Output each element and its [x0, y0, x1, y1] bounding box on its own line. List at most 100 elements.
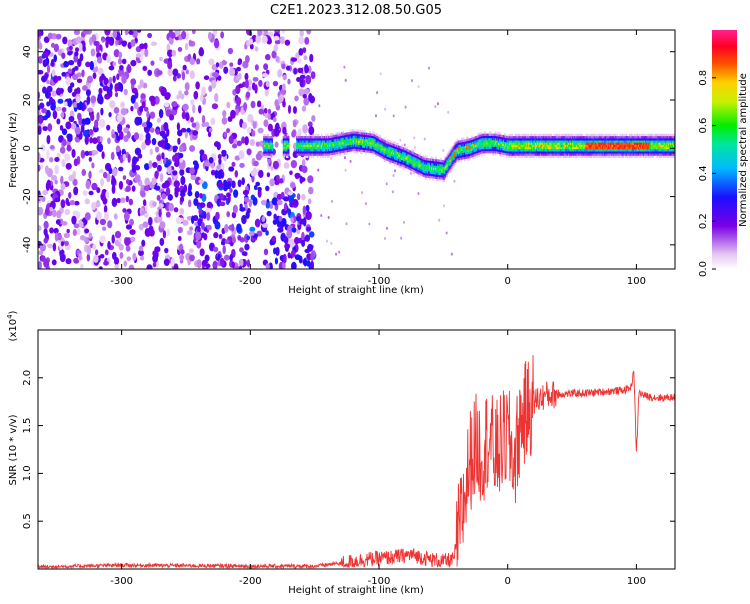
spectrogram-cell: [444, 167, 446, 170]
spectrogram-cell: [352, 148, 355, 152]
spectrogram-cell: [554, 140, 557, 143]
spectrogram-cell: [108, 88, 113, 98]
spectrogram-cell: [296, 153, 298, 156]
spectrogram-cell: [441, 170, 443, 174]
spectrogram-cell: [385, 158, 388, 161]
spectrogram-cell: [435, 172, 437, 175]
spectrogram-cell: [72, 101, 79, 108]
spectrogram-cell: [561, 153, 564, 156]
spectrogram-cell: [417, 158, 420, 162]
spectrogram-cell: [434, 169, 436, 173]
spectrogram-cell: [425, 166, 428, 170]
spectrogram-cell: [364, 141, 366, 144]
spectrogram-cell: [409, 165, 411, 168]
spectrogram-cell: [410, 168, 413, 171]
spectrogram-cell: [378, 147, 381, 151]
spectrogram-cell: [389, 151, 392, 154]
spectrogram-cell: [593, 146, 596, 150]
spectrogram-cell: [386, 143, 389, 146]
spectrogram-cell: [322, 149, 325, 152]
spectrogram-cell: [182, 64, 187, 71]
spectrogram-cell: [493, 137, 496, 141]
spectrogram-cell: [579, 146, 581, 150]
spectrogram-cell: [515, 149, 518, 152]
spectrogram-cell: [44, 207, 50, 216]
spectrogram-cell: [130, 105, 134, 112]
spectrogram-cell: [338, 136, 340, 139]
spectrogram-cell: [521, 144, 524, 148]
spectrogram-cell: [346, 132, 349, 135]
spectrogram-cell: [154, 185, 161, 191]
spectrogram-cell: [321, 144, 324, 148]
spectrogram-cell: [366, 145, 368, 149]
spectrogram-cell: [346, 147, 349, 151]
spectrogram-cell: [84, 212, 91, 221]
spectrogram-cell: [299, 138, 301, 141]
spectrogram-cell: [361, 138, 363, 142]
spectrogram-cell: [476, 150, 478, 154]
spectrogram-cell: [329, 146, 331, 149]
spectrogram-cell: [489, 148, 492, 152]
spectrogram-cell: [159, 130, 166, 137]
spectrogram-cell: [498, 149, 501, 152]
spectrogram-cell: [265, 202, 271, 209]
spectrogram-cell: [96, 56, 103, 64]
spectrogram-cell: [608, 133, 610, 137]
spectrogram-cell: [435, 165, 437, 169]
spectrogram-cell: [312, 133, 315, 137]
spectrogram-cell: [490, 137, 493, 141]
spectrogram-cell: [426, 173, 429, 176]
spectrogram-cell: [267, 140, 269, 143]
spectrogram-cell: [54, 179, 58, 185]
spectrogram-cell: [330, 135, 332, 138]
spectrogram-cell: [366, 143, 368, 147]
spectrogram-cell: [342, 148, 345, 151]
spectrogram-cell: [554, 153, 557, 156]
spectrogram-cell: [387, 141, 390, 145]
spectrogram-cell: [533, 149, 536, 152]
spectrogram-cell: [340, 140, 343, 143]
spectrogram-cell: [269, 142, 271, 145]
spectrogram-cell: [393, 146, 396, 149]
spectrogram-cell: [615, 144, 617, 148]
spectrogram-cell: [318, 151, 321, 154]
spectrogram-cell: [220, 240, 226, 246]
spectrogram-cell: [99, 218, 106, 226]
spectrogram-cell: [469, 149, 471, 152]
spectrogram-cell: [551, 135, 554, 139]
spectrogram-cell: [349, 131, 352, 135]
spectrogram-cell: [263, 133, 265, 137]
spectrogram-cell: [141, 101, 146, 109]
spectrogram-cell: [101, 195, 106, 202]
spectrogram-cell: [244, 72, 249, 81]
spectrogram-cell: [414, 165, 417, 169]
spectrogram-cell: [380, 148, 383, 152]
spectrogram-cell: [621, 155, 624, 158]
spectrogram-cell: [521, 146, 524, 150]
spectrogram-cell: [341, 150, 344, 154]
spectrogram-cell: [330, 144, 332, 147]
spectrogram-cell: [576, 149, 578, 152]
spectrogram-cell: [527, 133, 530, 137]
spectrogram-cell: [511, 151, 513, 154]
spectrogram-cell: [390, 145, 393, 148]
spectrogram-cell: [508, 135, 510, 139]
spectrogram-cell: [263, 144, 265, 148]
spectrogram-cell: [296, 151, 298, 154]
spectrogram-cell: [556, 146, 559, 150]
spectrogram-cell: [617, 144, 619, 148]
spectrogram-cell: [624, 138, 627, 141]
spectrogram-cell: [237, 60, 242, 66]
spectrogram-cell: [218, 233, 223, 239]
spectrogram-cell: [498, 147, 501, 150]
spectrogram-cell: [241, 136, 246, 144]
spectrogram-cell: [509, 133, 511, 137]
spectrogram-cell: [304, 151, 306, 154]
spectrogram-cell: [59, 124, 64, 131]
spectrogram-cell: [614, 153, 616, 156]
spectrogram-cell: [316, 144, 319, 148]
spectrogram-cell: [586, 151, 589, 154]
spectrogram-cell: [375, 139, 378, 142]
spectrogram-cell: [527, 153, 530, 156]
spectrogram-cell: [479, 145, 481, 148]
